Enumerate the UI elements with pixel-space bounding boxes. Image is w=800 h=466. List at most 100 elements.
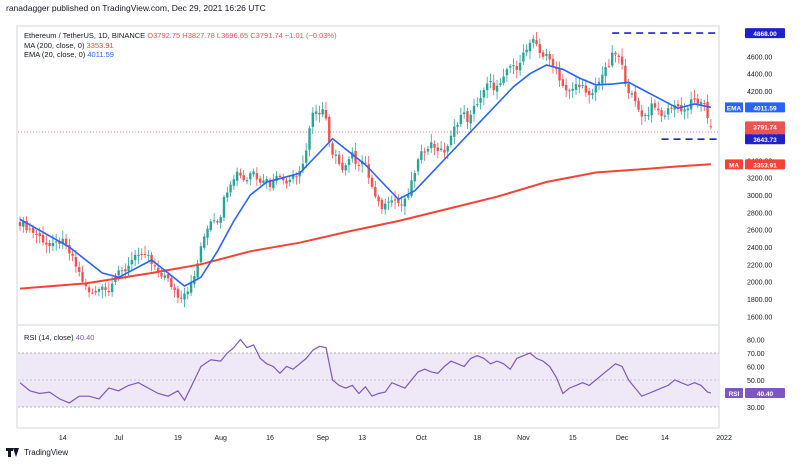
legend-ma-value: 3353.91 [86, 41, 114, 50]
candle-body [604, 67, 607, 77]
candle-body [347, 159, 351, 165]
ema-badge: 4011.59 [745, 102, 785, 113]
candle-body [512, 65, 515, 67]
candle-body [469, 114, 472, 124]
candle-body [430, 142, 433, 149]
candle-body [81, 271, 84, 282]
candle-body [505, 69, 509, 76]
candle-body [390, 200, 393, 203]
candle-body [216, 221, 219, 223]
candle-body [301, 163, 305, 171]
candle-body [499, 83, 502, 86]
candle-body [120, 270, 124, 272]
candle-body [456, 124, 459, 127]
candle-body [255, 173, 259, 180]
candle-body [617, 55, 620, 57]
date-tick-label: 19 [174, 435, 182, 442]
candle-body [364, 162, 367, 164]
candle-body [492, 82, 495, 91]
rsi-tag-bg [725, 387, 743, 398]
main-pane-frame [16, 25, 720, 429]
ma-tag: MA [725, 159, 743, 170]
rsi-tick-label: 80.00 [747, 338, 765, 345]
date-tick-label: 14 [59, 435, 67, 442]
date-tick-label: Jul [114, 435, 123, 442]
tradingview-logo-icon [6, 448, 20, 457]
candle-body [466, 111, 469, 122]
candle-body [331, 143, 334, 155]
price-tick-label: 4600.00 [747, 54, 772, 61]
support-badge: 3643.73 [745, 134, 785, 145]
legend-ma-label: MA (200, close, 0) [24, 41, 85, 50]
candle-body [686, 108, 690, 111]
candle-body [509, 66, 512, 68]
candle-body [581, 84, 584, 86]
candle-body [413, 172, 416, 182]
candle-body [482, 89, 486, 98]
legend-ma-row[interactable]: MA (200, close, 0) 3353.91 [24, 41, 114, 50]
candle-body [433, 143, 436, 148]
candle-body [25, 221, 28, 231]
candle-body [476, 104, 479, 106]
price-tick-label: 2800.00 [747, 210, 772, 217]
legend-rsi-label: RSI (14, close) [24, 333, 74, 342]
candle-body [357, 164, 361, 166]
price-tick-label: 3000.00 [747, 193, 772, 200]
candle-body [584, 85, 588, 93]
candle-body [31, 227, 35, 233]
candle-body [87, 287, 91, 293]
rsi-tick-label: 50.00 [747, 378, 765, 385]
date-tick-label: Aug [214, 435, 227, 442]
candle-body [48, 242, 51, 246]
candle-body [453, 126, 456, 137]
candle-body [410, 180, 413, 196]
candle-body [203, 236, 206, 248]
rsi-line [19, 338, 712, 404]
legend-rsi-row[interactable]: RSI (14, close) 40.40 [24, 333, 94, 342]
tradingview-brand[interactable]: TradingView [6, 448, 68, 457]
candle-body [288, 179, 291, 183]
candle-body [272, 180, 275, 189]
candle-body [387, 201, 390, 203]
candle-body [328, 116, 331, 142]
candle-body [489, 80, 492, 83]
candle-body [206, 228, 209, 238]
candle-body [334, 154, 338, 156]
candle-body [640, 110, 644, 117]
candle-body [426, 149, 430, 152]
ema-tag-text: EMA [727, 105, 742, 112]
candle-body [170, 278, 173, 288]
candle-body [74, 257, 78, 267]
candle-body [407, 195, 410, 198]
candle-body [657, 108, 660, 111]
candle-body [558, 68, 561, 81]
ma-badge: 3353.91 [745, 159, 785, 170]
ma-badge-text: 3353.91 [753, 162, 777, 169]
candle-body [594, 86, 597, 93]
candle-body [275, 175, 278, 181]
candle-body [703, 103, 706, 105]
candle-body [226, 192, 229, 198]
support-badge-text: 3643.73 [753, 137, 777, 144]
candle-body [305, 150, 308, 163]
candle-body [18, 222, 22, 227]
candle-body [189, 282, 193, 293]
legend-symbol: Ethereum / TetherUS, 1D, BINANCE [24, 31, 146, 40]
legend-ema-row[interactable]: EMA (20, close, 0) 4011.59 [24, 50, 114, 59]
price-tick-label: 2000.00 [747, 280, 772, 287]
candle-body [614, 52, 617, 55]
date-tick-label: Sep [316, 435, 329, 442]
candle-body [321, 109, 324, 115]
candle-body [127, 265, 130, 272]
resistance-badge-text: 4868.00 [753, 31, 777, 38]
candle-body [591, 93, 594, 96]
rsi-tick-label: 30.00 [747, 405, 765, 412]
candle-body [495, 85, 499, 92]
indicator-lines [19, 64, 712, 404]
candle-body [166, 274, 170, 279]
candle-body [545, 54, 548, 56]
candle-body [380, 199, 384, 210]
candle-body [22, 221, 25, 227]
candle-body [650, 103, 653, 116]
